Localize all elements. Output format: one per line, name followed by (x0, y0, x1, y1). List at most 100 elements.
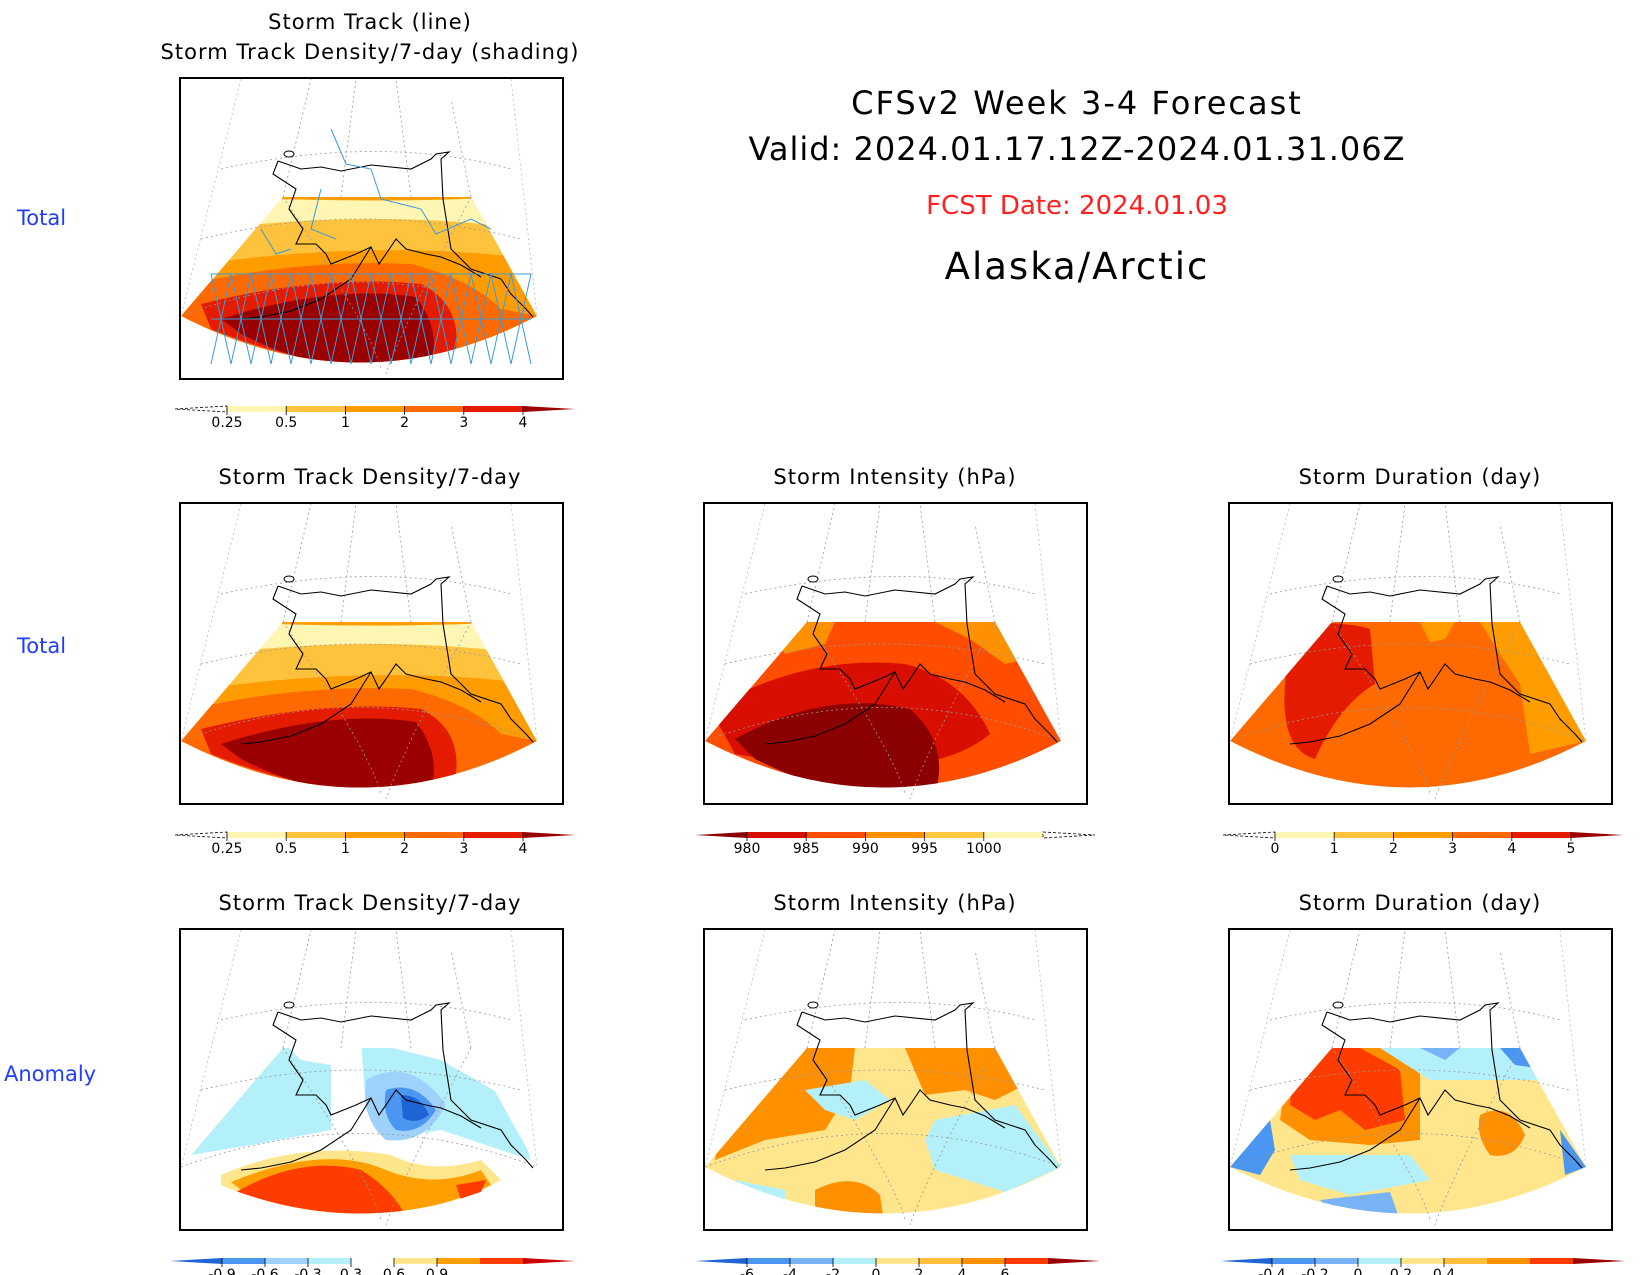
graticule-line (1230, 504, 1587, 742)
graticule-line (724, 1069, 1046, 1091)
colorbar-tick-label: 0.4 (1433, 1267, 1455, 1275)
graticule-line (1269, 576, 1561, 595)
shading-contour (1420, 622, 1455, 642)
graticule-line (806, 621, 906, 795)
colorbar-tick-label: 2 (400, 841, 409, 857)
graticule-line (919, 930, 936, 1049)
colorbar-tick-label: 4 (1507, 841, 1516, 857)
graticule-line (282, 79, 312, 198)
graticule-line (806, 504, 836, 623)
map-panel-track-density-total-with-tracks (179, 77, 564, 380)
alaska-coastline (764, 576, 1058, 745)
graticule-line (181, 504, 538, 742)
alaska-coastline (240, 576, 534, 745)
panel-4-title: Storm Duration (day) (1298, 465, 1542, 489)
island-outline (807, 1001, 819, 1009)
colorbar-tick-label: 0.9 (426, 1267, 448, 1275)
colorbar-tick-label: 3 (1448, 841, 1457, 857)
island-outline (283, 1001, 295, 1009)
shading-contour (1230, 1120, 1275, 1175)
no-data-region (705, 504, 1086, 622)
shading-contour (1560, 1130, 1586, 1175)
graticule-line (744, 576, 1036, 595)
colorbar-segment (1005, 1258, 1048, 1264)
graticule-line (806, 1047, 906, 1221)
colorbar-segment (286, 832, 346, 838)
fcst-date: FCST Date: 2024.01.03 (926, 191, 1228, 221)
graticule-line (340, 79, 357, 198)
graticule-line (1230, 707, 1587, 742)
graticule-line (705, 1133, 1062, 1168)
colorbar-segment (806, 832, 866, 838)
alaska-coastline (1289, 1002, 1583, 1171)
alaska-coastline (240, 1002, 534, 1171)
island-outline (283, 150, 295, 158)
colorbar-tick-label: 0 (872, 1267, 881, 1275)
shading-contour (401, 1095, 429, 1121)
graticule-line (181, 707, 538, 742)
colorbar-tick-label: 1000 (966, 841, 1002, 857)
colorbar-high-end (1042, 831, 1096, 839)
colorbar-segment (865, 832, 925, 838)
map-panel-intensity-anomaly (703, 928, 1088, 1231)
graticule-line (200, 218, 522, 240)
no-data-region (181, 79, 562, 197)
colorbar-low-end (174, 405, 228, 413)
colorbar-segment (345, 406, 405, 412)
shading-contour (815, 1181, 885, 1214)
shading-contour (735, 703, 940, 788)
colorbar-segment (394, 1258, 437, 1264)
graticule-line (450, 523, 472, 623)
graticule-line (282, 621, 382, 795)
colorbar-tick-label: 0.3 (340, 1267, 362, 1275)
colorbar-segment (983, 832, 1043, 838)
graticule-line (744, 1002, 1036, 1021)
graticule-line (1331, 504, 1361, 623)
colorbar-tick-label: 0.25 (211, 841, 242, 857)
no-data-region (181, 930, 562, 1048)
colorbar-tick-label: 0.25 (211, 415, 242, 431)
graticule-line (395, 930, 412, 1049)
panel-5-title: Storm Track Density/7-day (218, 891, 522, 915)
colorbar-intensity-anomaly: -6 -4 -2 0 2 4 6 (695, 1256, 1100, 1275)
colorbar-tick-label: 1 (1330, 841, 1339, 857)
graticule-line (1331, 621, 1431, 795)
graticule-line (220, 1002, 512, 1021)
graticule-line (1230, 1133, 1587, 1168)
storm-track-lines (210, 128, 532, 365)
colorbar-segment (1511, 832, 1571, 838)
shading-contour (236, 1165, 411, 1214)
colorbar-tick-label: 2 (1389, 841, 1398, 857)
colorbar-segment (1393, 832, 1453, 838)
map-panel-duration-total (1228, 502, 1613, 805)
colorbar-low-end (1222, 831, 1276, 839)
graticule-line (282, 504, 312, 623)
colorbar-density-total-top: 0.25 0.5 1 2 3 4 (174, 404, 575, 438)
colorbar-tick-label: 2 (400, 415, 409, 431)
graticule-line (919, 504, 936, 623)
shading-contour (925, 1105, 1061, 1192)
graticule-line (220, 151, 512, 170)
colorbar-segment (480, 1258, 523, 1264)
colorbar-tick-label: -0.4 (1258, 1267, 1285, 1275)
colorbar-segment (1315, 1258, 1358, 1264)
island-outline (283, 575, 295, 583)
colorbar-segment (437, 1258, 480, 1264)
shading-contour (1420, 1048, 1460, 1060)
colorbar-segment (463, 406, 523, 412)
colorbar-segment (1530, 1258, 1573, 1264)
no-data-region (1230, 504, 1611, 622)
graticule-line (340, 504, 357, 623)
colorbar-low-end (174, 831, 228, 839)
colorbar-tick-label: 0.5 (275, 841, 297, 857)
colorbar-segment (962, 1258, 1005, 1264)
graticule-line (1230, 930, 1587, 1168)
graticule-line (181, 79, 538, 317)
graticule-line (1331, 930, 1361, 1049)
graticule-line (282, 196, 382, 370)
shading-contour (1480, 622, 1586, 754)
panel-6-title: Storm Intensity (hPa) (773, 891, 1017, 915)
row-label-anomaly: Anomaly (4, 1062, 97, 1086)
colorbar-density-total: 0.25 0.5 1 2 3 4 (174, 830, 575, 864)
shading-contour (211, 197, 526, 229)
